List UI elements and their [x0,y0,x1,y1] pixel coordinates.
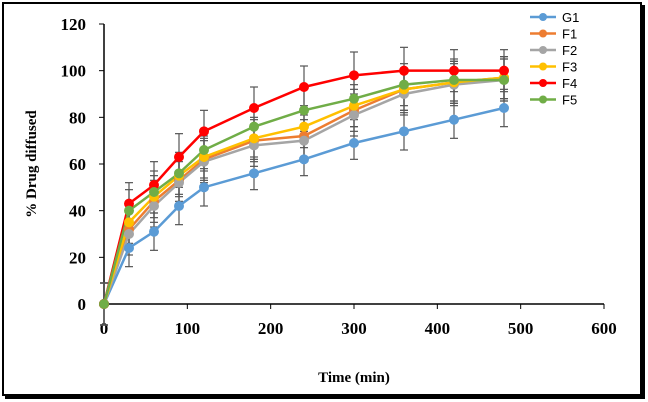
y-tick-label: 100 [61,62,87,81]
axes: 0 100 200 300 400 500 600 0 20 40 60 80 100 120 [61,15,617,338]
data-point-F4 [499,65,509,76]
legend-label: F2 [562,43,577,58]
data-point-G1 [149,226,159,237]
data-point-F5 [449,75,459,85]
x-tick-label: 0 [100,319,109,338]
data-point-F4 [399,65,409,76]
data-point-F5 [99,299,109,309]
y-tick-label: 0 [78,295,87,314]
legend-marker [539,62,547,71]
data-point-F3 [124,217,134,228]
legend-marker [539,46,547,54]
y-tick-label: 120 [61,15,87,34]
data-point-G1 [399,126,409,137]
series-points [99,65,509,309]
data-point-F4 [299,82,309,92]
data-point-F5 [499,75,509,85]
legend-label: F1 [562,27,577,42]
legend-label: G1 [562,10,579,25]
data-point-F5 [149,187,159,197]
legend-marker [539,79,547,87]
data-point-G1 [249,168,259,179]
legend-item-F2: F2 [530,43,577,58]
data-point-G1 [449,114,459,125]
data-point-G1 [124,243,134,253]
data-point-F5 [199,145,209,155]
data-point-F2 [349,110,359,120]
x-tick-label: 500 [508,319,534,338]
x-tick-label: 100 [175,319,201,338]
data-point-F2 [124,229,134,239]
x-tick-label: 400 [425,319,451,338]
data-point-F5 [249,121,259,132]
data-point-F5 [299,105,309,116]
data-point-F4 [199,126,209,137]
legend-label: F4 [562,76,577,91]
data-point-F5 [174,168,184,179]
y-tick-label: 40 [69,202,86,221]
x-tick-label: 600 [591,319,617,338]
legend-label: F3 [562,60,577,75]
data-point-F4 [349,70,359,81]
y-tick-label: 20 [69,248,86,267]
data-point-F5 [399,79,409,90]
data-point-F2 [149,201,159,211]
legend-label: F5 [562,93,577,108]
data-point-G1 [499,103,509,113]
data-point-F3 [249,133,259,144]
data-point-F4 [249,103,259,113]
y-axis-label: % Drug diffused [24,110,40,218]
data-point-G1 [199,182,209,193]
legend-marker [539,29,547,38]
legend-item-G1: G1 [530,10,579,25]
data-point-F3 [299,121,309,132]
legend-item-F1: F1 [530,27,577,42]
data-point-G1 [299,154,309,165]
x-tick-label: 300 [341,319,367,338]
data-point-F5 [349,93,359,104]
legend-item-F4: F4 [530,76,577,91]
data-point-G1 [174,201,184,211]
legend-item-F5: F5 [530,93,577,108]
legend-item-F3: F3 [530,60,577,75]
legend-marker [539,95,547,104]
x-axis-label: Time (min) [318,370,390,386]
y-tick-label: 60 [69,155,86,174]
data-point-F4 [449,65,459,76]
data-point-G1 [349,138,359,148]
x-tick-label: 200 [258,319,284,338]
data-point-F2 [299,135,309,146]
data-point-F4 [174,152,184,162]
legend-marker [539,13,547,21]
data-point-F5 [124,205,134,216]
y-tick-label: 80 [69,108,86,127]
